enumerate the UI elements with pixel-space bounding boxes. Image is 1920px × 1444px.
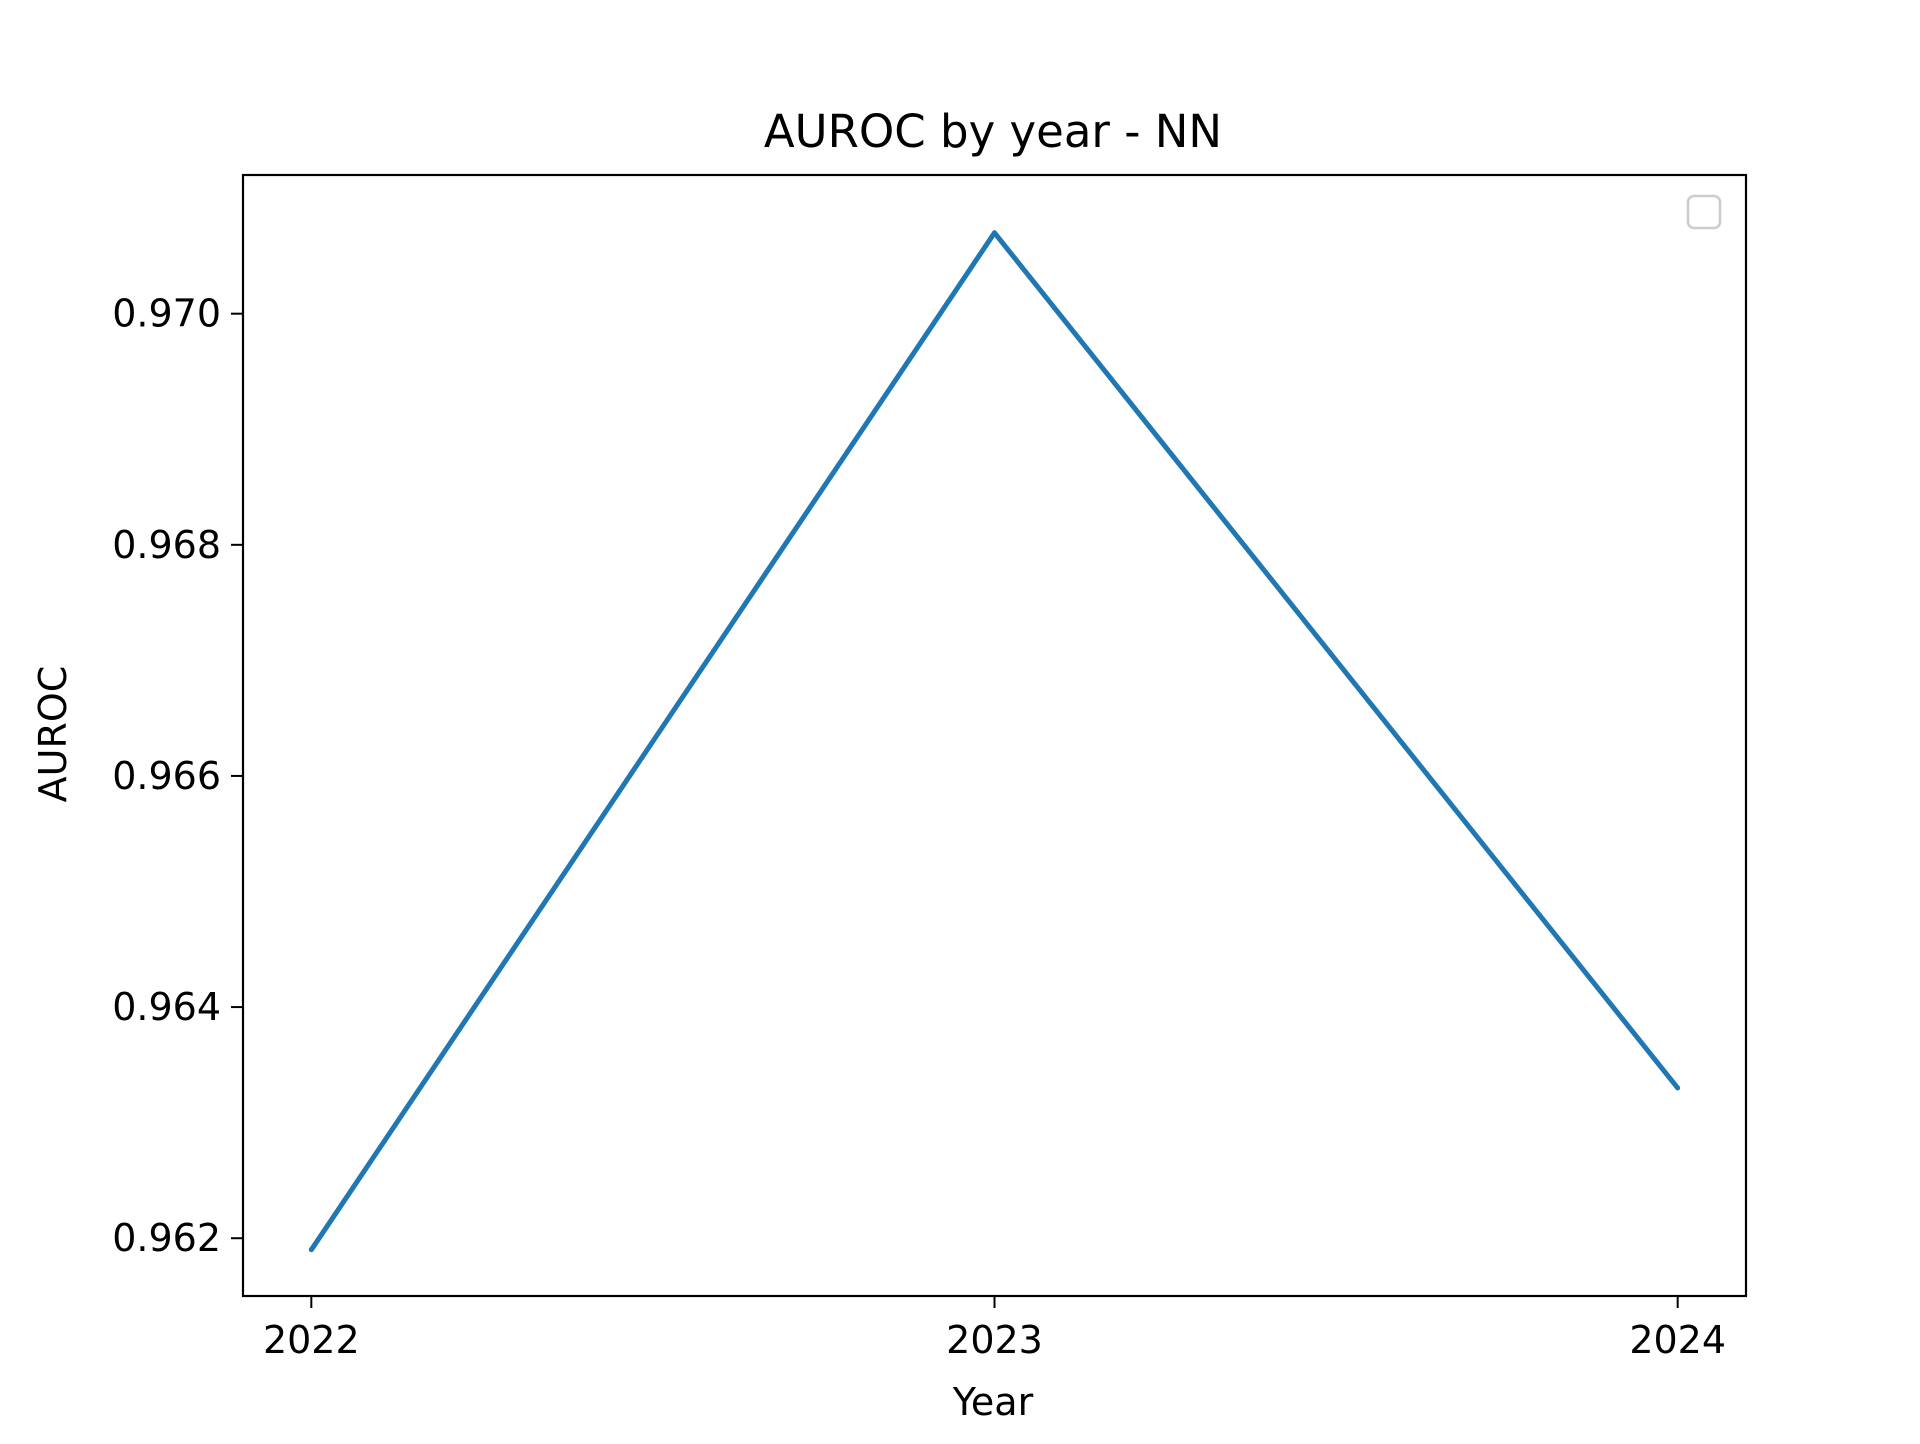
y-tick-label: 0.970 bbox=[112, 292, 221, 336]
x-tick-label: 2024 bbox=[1629, 1318, 1726, 1362]
y-tick-label: 0.966 bbox=[112, 754, 221, 798]
data-point-2024 bbox=[1675, 1085, 1681, 1091]
legend-box bbox=[1686, 194, 1722, 230]
y-tick-label: 0.964 bbox=[112, 985, 221, 1029]
x-tick-label: 2023 bbox=[946, 1318, 1043, 1362]
x-tick-label: 2022 bbox=[263, 1318, 360, 1362]
y-axis-label: AUROC bbox=[31, 666, 75, 803]
data-point-2023 bbox=[992, 230, 997, 236]
chart-title: AUROC by year - NN bbox=[764, 105, 1222, 158]
y-axis: 0.962 0.964 0.966 0.968 0.970 bbox=[112, 292, 243, 1260]
x-axis: 2022 2023 2024 bbox=[263, 1296, 1726, 1362]
y-tick-label: 0.962 bbox=[112, 1216, 221, 1260]
data-point-2022 bbox=[308, 1247, 314, 1253]
plot-area bbox=[308, 230, 1681, 1253]
y-tick-label: 0.968 bbox=[112, 523, 221, 567]
x-axis-label: Year bbox=[952, 1380, 1034, 1424]
